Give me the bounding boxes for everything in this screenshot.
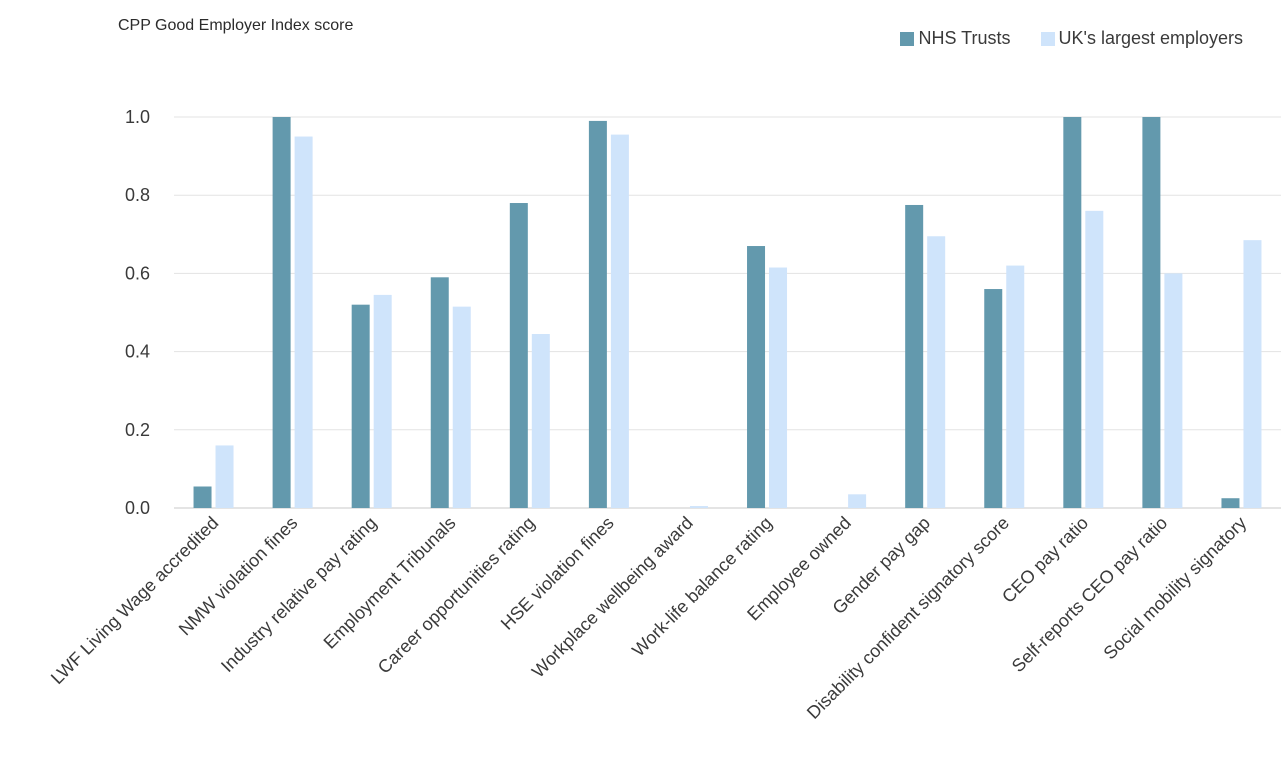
bar bbox=[272, 117, 291, 508]
bar bbox=[452, 306, 471, 508]
bar bbox=[848, 494, 867, 508]
bar bbox=[984, 289, 1003, 508]
legend-item-uk-largest-employers: UK's largest employers bbox=[1040, 28, 1244, 49]
bar bbox=[769, 267, 788, 508]
x-tick-label: Social mobility signatory bbox=[1100, 513, 1251, 664]
y-tick-label: 0.0 bbox=[125, 498, 150, 518]
bar bbox=[430, 277, 449, 508]
x-tick-label: Work-life balance rating bbox=[628, 513, 776, 661]
legend-swatch-nhs-trusts bbox=[900, 31, 915, 46]
bar bbox=[351, 304, 370, 508]
bar bbox=[1006, 265, 1025, 508]
bar bbox=[1085, 210, 1104, 508]
bar bbox=[1164, 273, 1183, 508]
legend: NHS Trusts UK's largest employers bbox=[870, 28, 1243, 49]
x-tick-label: Career opportunities rating bbox=[374, 513, 539, 678]
x-tick-label: Employment Tribunals bbox=[320, 513, 460, 653]
x-tick-label: Workplace wellbeing award bbox=[528, 513, 697, 682]
y-tick-label: 1.0 bbox=[125, 107, 150, 127]
bar bbox=[294, 136, 313, 509]
bar bbox=[1243, 240, 1262, 509]
y-tick-label: 0.4 bbox=[125, 342, 150, 362]
legend-swatch-uk-largest-employers bbox=[1040, 31, 1055, 46]
bar bbox=[1221, 498, 1240, 508]
bar bbox=[588, 120, 607, 508]
y-tick-label: 0.2 bbox=[125, 420, 150, 440]
legend-label-nhs-trusts: NHS Trusts bbox=[918, 28, 1011, 48]
x-tick-label: Self-reports CEO pay ratio bbox=[1008, 513, 1171, 676]
legend-label-uk-largest-employers: UK's largest employers bbox=[1058, 28, 1244, 48]
bar bbox=[905, 204, 924, 508]
x-tick-label: LWF Living Wage accredited bbox=[47, 513, 222, 688]
bar bbox=[1142, 117, 1161, 508]
bar bbox=[531, 334, 550, 508]
bar bbox=[610, 134, 629, 508]
bar bbox=[373, 294, 392, 508]
bar bbox=[509, 203, 528, 508]
bar bbox=[927, 236, 946, 508]
bar bbox=[689, 506, 708, 508]
y-tick-label: 0.6 bbox=[125, 263, 150, 283]
y-tick-label: 0.8 bbox=[125, 185, 150, 205]
x-tick-label: Industry relative pay rating bbox=[217, 513, 380, 676]
bar bbox=[215, 445, 234, 508]
legend-item-nhs-trusts: NHS Trusts bbox=[900, 28, 1011, 49]
y-axis-title: CPP Good Employer Index score bbox=[118, 17, 354, 34]
bar bbox=[193, 486, 212, 508]
bar bbox=[747, 246, 766, 508]
bar bbox=[1063, 117, 1082, 508]
